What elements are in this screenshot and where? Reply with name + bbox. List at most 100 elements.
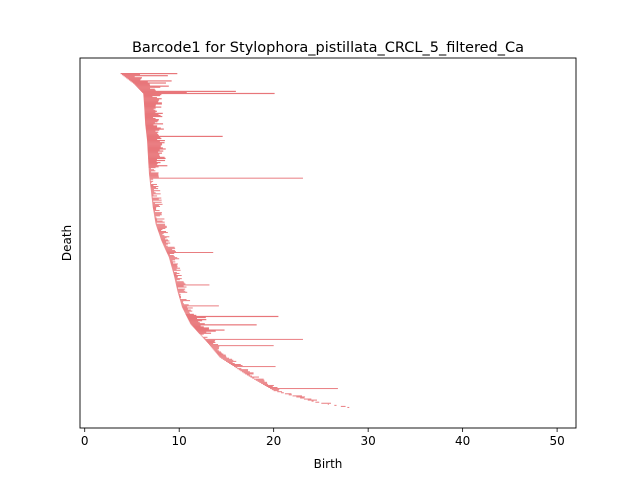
- barcode-bar: [161, 240, 170, 242]
- barcode-bar: [169, 260, 173, 262]
- barcode-bar: [148, 161, 161, 164]
- barcode-bar: [190, 323, 205, 325]
- barcode-bar: [149, 173, 159, 175]
- barcode-bar: [248, 375, 252, 377]
- barcode-bar: [146, 130, 156, 132]
- chart-title: Barcode1 for Stylophora_pistillata_CRCL_…: [132, 40, 524, 56]
- barcode-bar: [148, 158, 157, 161]
- barcode-bar: [150, 185, 154, 186]
- barcode-bar: [149, 178, 154, 180]
- barcode-bar: [150, 186, 159, 187]
- barcode-bar: [164, 247, 176, 249]
- barcode-bar: [186, 315, 279, 318]
- barcode-bar: [203, 337, 206, 339]
- barcode-bar: [180, 301, 184, 303]
- barcode-bar: [147, 154, 160, 156]
- barcode-bar: [151, 193, 161, 195]
- barcode-bar: [145, 125, 158, 127]
- barcode-bar: [266, 386, 273, 387]
- barcode-bar: [216, 352, 222, 354]
- barcode-bar: [143, 96, 153, 98]
- barcode-bar: [144, 111, 156, 113]
- barcode-bar: [214, 350, 220, 352]
- barcode-bar: [327, 403, 329, 405]
- barcode-bar: [217, 353, 224, 355]
- barcode-bar: [232, 365, 243, 367]
- barcode-bar: [175, 280, 177, 282]
- barcode-bar: [150, 188, 159, 190]
- barcode-bar: [144, 104, 156, 106]
- barcode-bar: [148, 172, 159, 174]
- barcode-bar: [147, 153, 160, 155]
- barcode-bar: [139, 88, 155, 90]
- barcode-bar: [175, 283, 186, 285]
- barcode-bar: [154, 219, 158, 221]
- barcode-bar: [143, 102, 162, 104]
- barcode-bar: [148, 170, 156, 172]
- barcode-bar: [154, 217, 157, 219]
- barcode-bar: [192, 325, 201, 327]
- barcode-bar: [159, 235, 165, 237]
- barcode-bar: [147, 148, 166, 150]
- barcode-bar: [144, 109, 156, 111]
- barcode-bar: [284, 393, 292, 395]
- barcode-bar: [211, 347, 219, 349]
- barcode-bar: [162, 242, 171, 244]
- barcode-bar: [300, 397, 305, 399]
- x-tick-label: 10: [172, 434, 187, 448]
- barcode-bar: [120, 73, 178, 75]
- barcode-bar: [154, 216, 156, 218]
- barcode-bar: [281, 392, 284, 394]
- barcode-bar: [171, 267, 181, 269]
- barcode-bar: [161, 239, 168, 241]
- barcode-bar: [178, 294, 181, 296]
- barcode-bar: [146, 132, 158, 134]
- barcode-bar: [145, 120, 159, 122]
- barcode-bar: [235, 367, 238, 369]
- barcode-bar: [144, 110, 157, 112]
- barcode-bar: [158, 233, 164, 235]
- barcode-bar: [207, 342, 216, 343]
- barcode-bar: [307, 399, 317, 401]
- barcode-bar: [193, 326, 204, 328]
- barcode-bar: [148, 169, 155, 171]
- barcode-bar: [148, 159, 166, 162]
- barcode-bar: [159, 234, 163, 236]
- x-tick-label: 20: [266, 434, 281, 448]
- x-tick-label: 30: [361, 434, 376, 448]
- barcode-bar: [179, 299, 187, 301]
- barcode-bar: [147, 150, 164, 152]
- barcode-bar: [147, 140, 165, 142]
- barcode-bar: [166, 252, 214, 253]
- barcode-bar: [149, 175, 159, 177]
- barcode-bar: [151, 195, 158, 197]
- barcode-bar: [171, 265, 178, 267]
- barcode-bar: [197, 331, 207, 333]
- barcode-bar: [168, 256, 175, 258]
- barcode-bar: [148, 166, 159, 168]
- barcode-bar: [128, 79, 141, 81]
- barcode-bar: [147, 141, 160, 143]
- barcode-bar: [152, 205, 161, 207]
- barcode-bar: [162, 243, 168, 245]
- barcode-bar: [321, 402, 331, 404]
- barcode-bar: [145, 126, 158, 128]
- barcode-bar: [143, 100, 159, 102]
- barcode-bar: [145, 129, 160, 131]
- barcode-bar: [148, 164, 157, 166]
- barcode-bar: [181, 306, 188, 308]
- barcode-bar: [145, 124, 154, 126]
- barcode-bar: [144, 107, 156, 109]
- barcode-bar: [143, 98, 162, 100]
- barcode-bar: [224, 359, 234, 361]
- barcode-bar: [154, 218, 165, 220]
- barcode-bar: [185, 312, 190, 314]
- barcode-bar: [173, 272, 180, 274]
- barcode-bar: [157, 228, 163, 230]
- barcode-bar: [271, 389, 280, 391]
- barcode-bar: [154, 215, 160, 217]
- barcode-bar: [156, 226, 167, 228]
- barcode-bar: [148, 167, 156, 169]
- barcode-bar: [148, 163, 158, 165]
- barcode-bar: [144, 103, 162, 105]
